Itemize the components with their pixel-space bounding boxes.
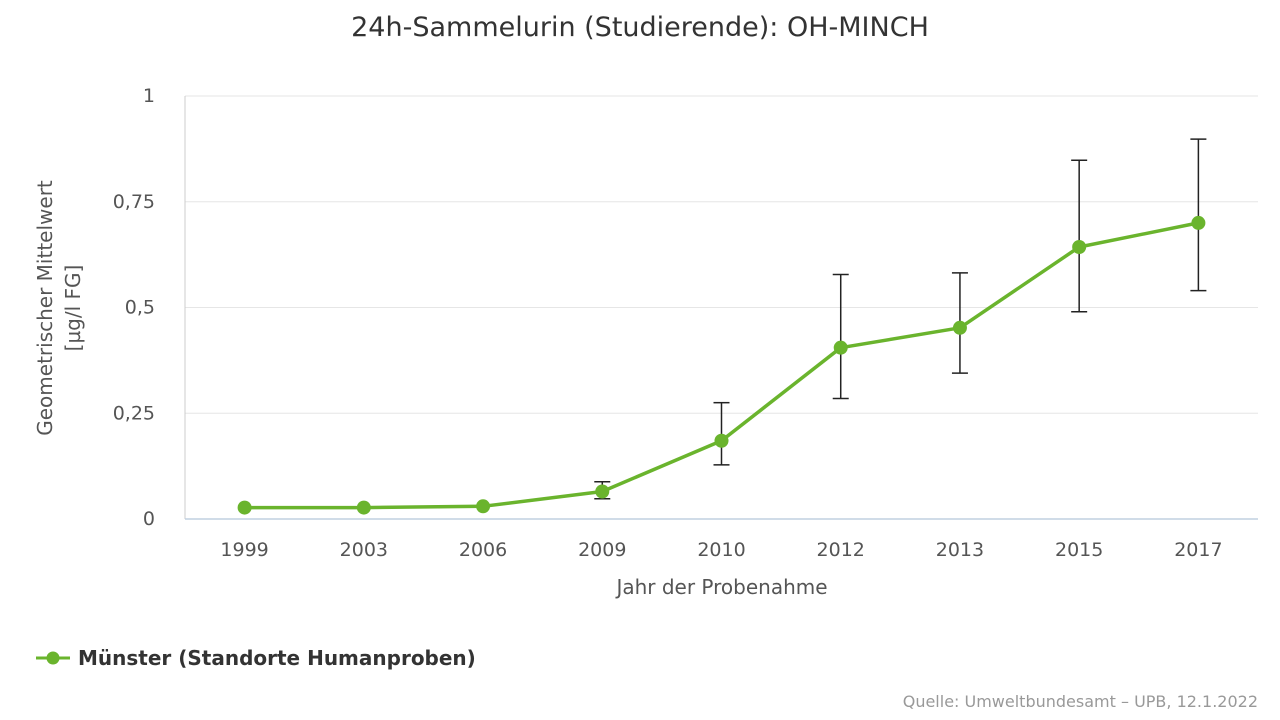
x-tick-label: 2010 [697,539,745,561]
y-tick-label: 0 [143,508,155,530]
y-tick-labels: 0 0,25 0,5 0,75 1 [113,85,155,530]
data-points[interactable] [237,215,1206,515]
y-tick-label: 0,5 [125,297,155,319]
data-point[interactable] [476,499,491,514]
x-tick-label: 2013 [936,539,984,561]
data-point[interactable] [237,500,252,515]
data-point[interactable] [595,484,610,499]
y-axis-title-line-1: Geometrischer Mittelwert [33,180,57,436]
legend-label: Münster (Standorte Humanproben) [78,646,476,670]
error-bar [1071,159,1088,313]
legend-line-marker-icon [36,651,70,665]
x-tick-label: 2009 [578,539,626,561]
legend-item[interactable]: Münster (Standorte Humanproben) [36,646,476,670]
credits-text: Quelle: Umweltbundesamt – UPB, 12.1.2022 [902,692,1258,711]
data-point[interactable] [356,500,371,515]
x-tick-label: 2017 [1174,539,1222,561]
data-point[interactable] [1191,215,1206,230]
y-axis-title-line-2: [µg/l FG] [61,265,85,352]
data-point[interactable] [833,340,848,355]
error-bar [1190,138,1207,292]
x-tick-label: 2003 [340,539,388,561]
error-bar [832,273,849,400]
x-tick-label: 1999 [220,539,268,561]
error-bars [594,138,1207,500]
x-tick-labels: 1999 2003 2006 2009 2010 2012 2013 2015 2017 [220,539,1222,561]
x-tick-label: 2006 [459,539,507,561]
x-tick-label: 2012 [817,539,865,561]
y-tick-label: 0,25 [113,402,155,424]
y-tick-label: 1 [143,85,155,107]
data-point[interactable] [952,320,967,335]
axes [184,96,1258,520]
y-axis-title-unit: [µg/l FG] [61,265,85,352]
data-point[interactable] [1072,240,1087,255]
chart-title: 24h-Sammelurin (Studierende): OH-MINCH [351,12,929,43]
x-tick-label: 2015 [1055,539,1103,561]
data-point[interactable] [714,433,729,448]
y-axis-title: Geometrischer Mittelwert [33,180,57,436]
y-tick-label: 0,75 [113,191,155,213]
x-axis-title: Jahr der Probenahme [614,575,827,599]
